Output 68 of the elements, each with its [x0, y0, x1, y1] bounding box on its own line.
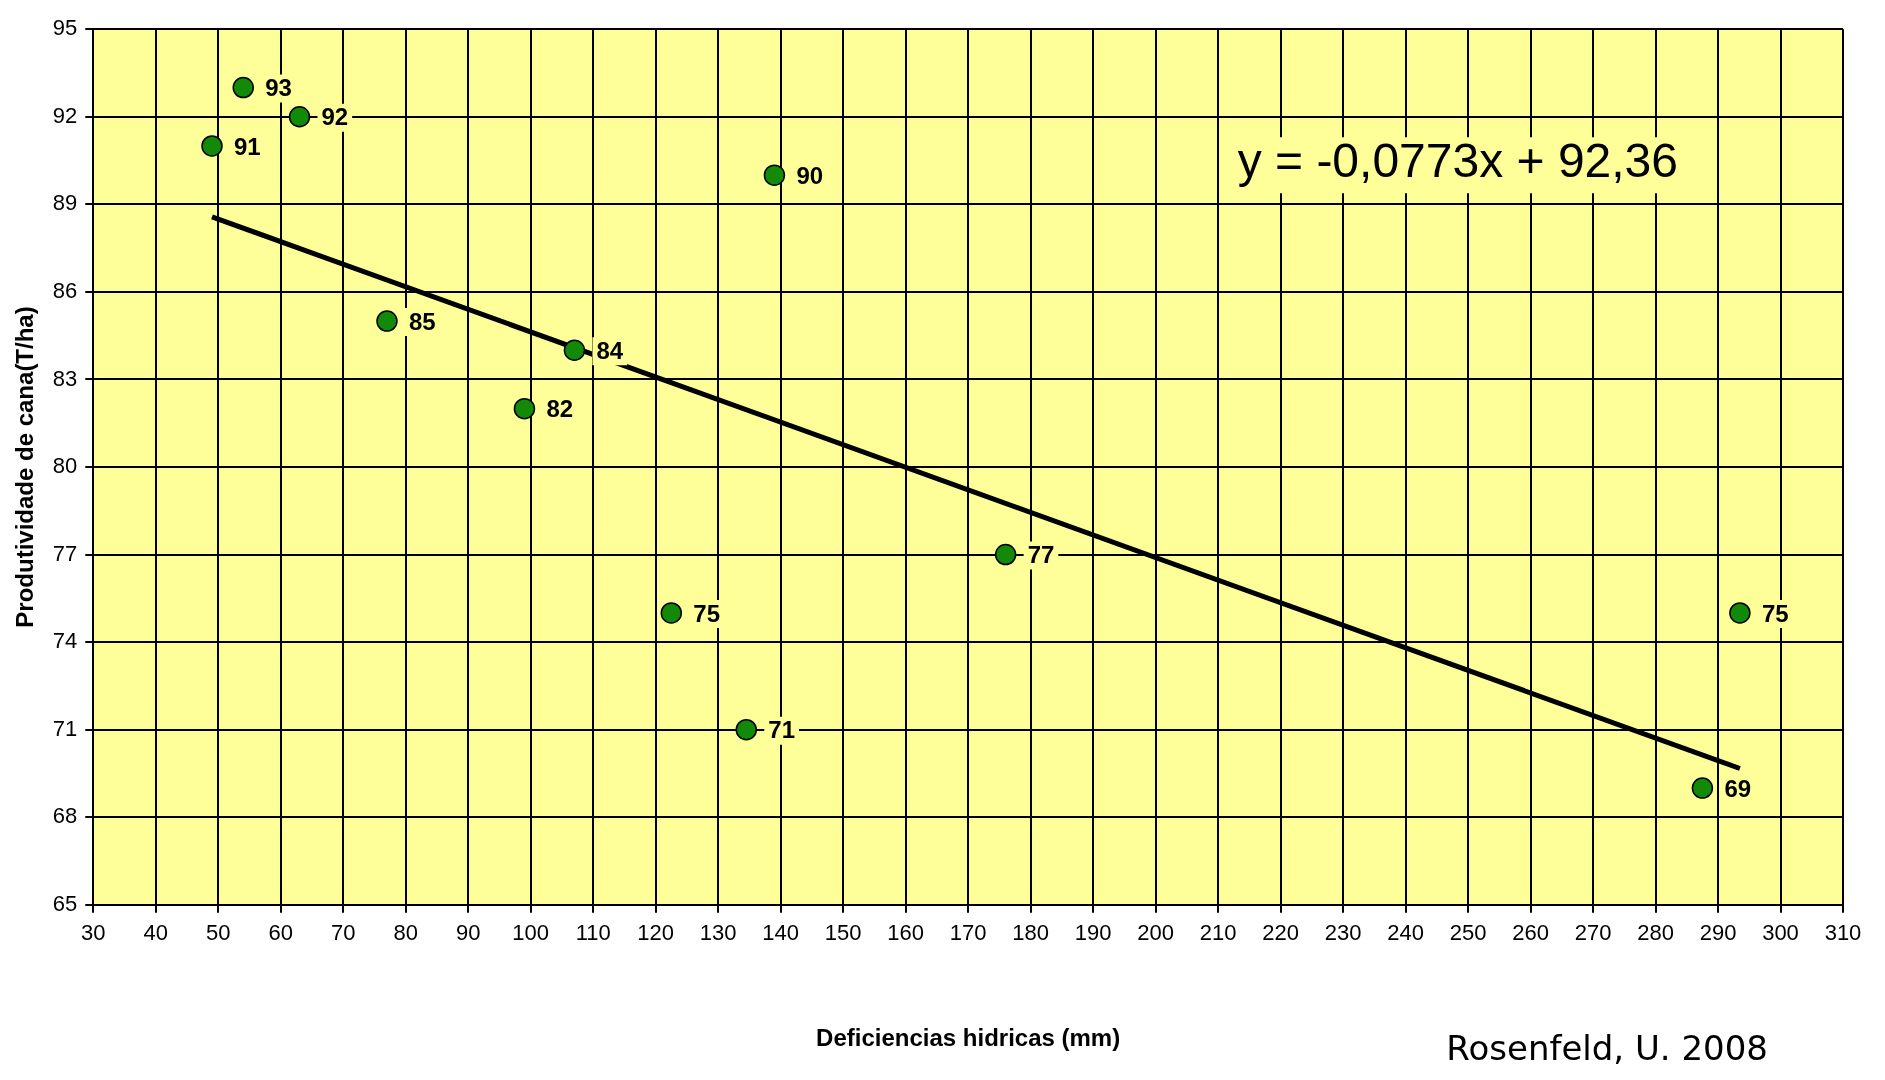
x-tick-label: 70 [330, 920, 356, 946]
x-tick-label: 240 [1387, 920, 1424, 946]
data-label: 93 [265, 74, 292, 102]
x-tick-label: 110 [575, 920, 611, 946]
y-tick-label: 83 [52, 365, 78, 391]
point [201, 135, 223, 157]
data-label: 82 [546, 395, 574, 423]
x-tick-label: 30 [81, 920, 106, 946]
data-label: 84 [596, 336, 624, 364]
point [1729, 602, 1751, 624]
point [376, 310, 398, 332]
text: Rosenfeld, U. 2008 [1446, 1027, 1768, 1068]
y-tick-label: 74 [52, 628, 78, 654]
x-tick-label: 280 [1637, 920, 1674, 946]
x-tick-label: 40 [143, 920, 168, 946]
point [735, 718, 758, 741]
x-tick-label: 150 [824, 920, 862, 946]
y-axis-title: Produtividade de cana(T/ha) [11, 306, 39, 628]
y-tick-label: 68 [52, 803, 78, 829]
x-tick-label: 60 [268, 920, 293, 946]
annotation: y = -0,0773x + 92,36 [1237, 134, 1678, 188]
x-tick-label: 140 [762, 920, 800, 946]
x-tick-label: 300 [1762, 920, 1799, 946]
y-tick-label: 80 [52, 453, 78, 479]
x-tick-label: 80 [393, 920, 418, 946]
y-tick-label: 71 [52, 715, 78, 741]
data-label: 92 [321, 103, 349, 131]
x-tick-label: 170 [949, 920, 987, 946]
x-tick-label: 160 [887, 920, 924, 946]
x-tick-label: 100 [512, 920, 550, 946]
x-tick-label: 230 [1324, 920, 1362, 946]
x-tick-label: 270 [1574, 920, 1612, 946]
x-tick-label: 220 [1262, 920, 1299, 946]
x-tick-label: 260 [1512, 920, 1549, 946]
x-tick-label: 290 [1699, 920, 1737, 946]
x-tick-label: 210 [1199, 920, 1237, 946]
x-axis-title: Deficiencias hidricas (mm) [816, 1024, 1121, 1052]
x-tick-label: 120 [637, 920, 675, 946]
y-tick-label: 89 [52, 190, 78, 216]
point [563, 339, 586, 361]
x-tick-label: 200 [1137, 920, 1174, 946]
point [288, 106, 311, 128]
x-tick-label: 190 [1074, 920, 1112, 946]
x-tick-label: 130 [699, 920, 737, 946]
y-tick-label: 92 [52, 102, 78, 128]
data-label: 75 [1761, 599, 1789, 627]
data-label: 91 [234, 132, 261, 160]
x-tick-label: 250 [1449, 920, 1487, 946]
y-tick-label: 65 [52, 890, 78, 916]
y-tick-label: 86 [52, 277, 78, 303]
point [232, 76, 254, 99]
data-label: 77 [1027, 541, 1055, 569]
point [763, 164, 786, 186]
data-label: 75 [693, 599, 721, 627]
point [660, 602, 683, 624]
data-label: 69 [1724, 774, 1752, 802]
data-label: 90 [796, 161, 824, 189]
point [1691, 777, 1714, 799]
y-tick-label: 77 [52, 540, 78, 566]
point [513, 397, 536, 420]
data-label: 85 [408, 307, 436, 335]
x-tick-label: 180 [1012, 920, 1049, 946]
x-tick-label: 310 [1824, 920, 1862, 946]
x-tick-label: 90 [455, 920, 481, 946]
point [994, 543, 1017, 566]
y-tick-label: 95 [52, 15, 78, 41]
data-label: 71 [768, 716, 795, 744]
x-tick-label: 50 [206, 920, 231, 946]
